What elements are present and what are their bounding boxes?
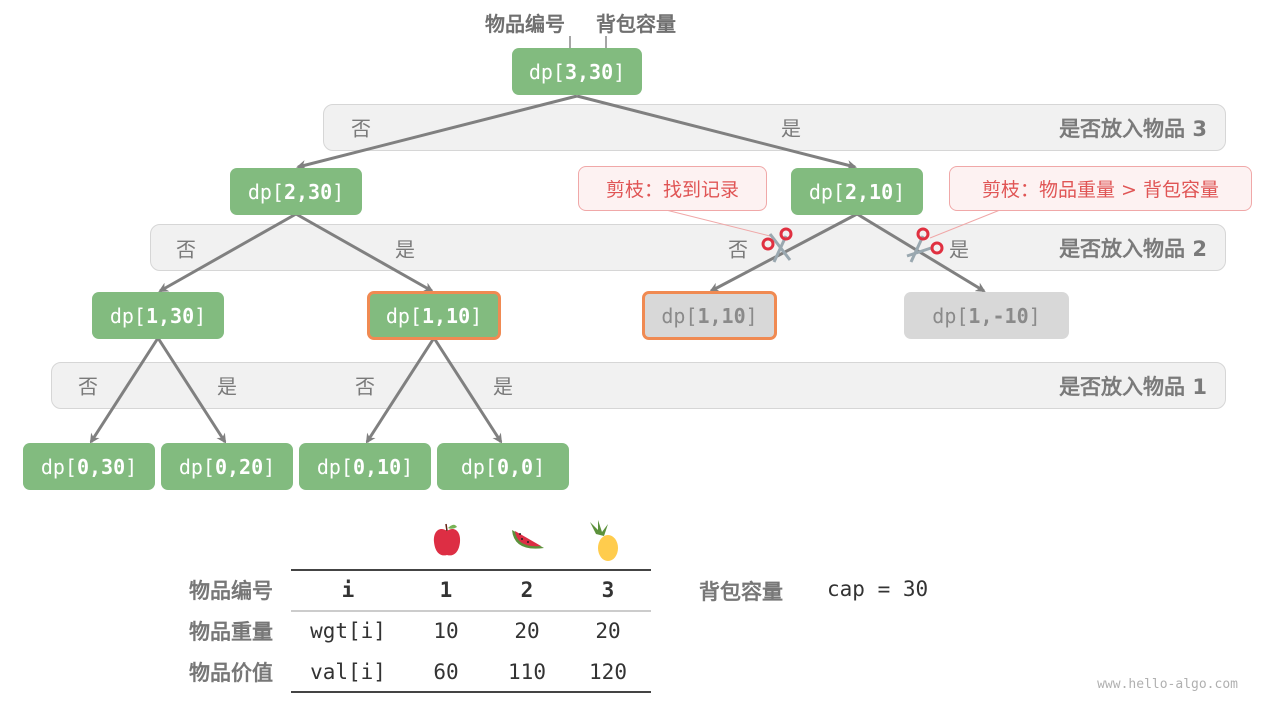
node-dp-1-neg10: dp[1,-10] [904,292,1069,339]
choice-yes: 是 [949,237,969,262]
table-cell: wgt[i] [310,619,386,643]
callout-prune-overweight: 剪枝：物品重量 > 背包容量 [949,166,1252,211]
edge [432,337,503,444]
edge [295,212,434,293]
edge [89,337,160,444]
node-dp-3-30: dp[3,30] [512,48,642,95]
table-rule [291,610,651,612]
watermelon-icon [512,530,544,549]
choice-no: 否 [355,374,375,399]
table-rule [291,569,651,571]
node-dp-1-30: dp[1,30] [92,292,224,339]
edge [365,337,436,444]
choice-yes: 是 [781,116,801,141]
table-rule [291,691,651,693]
table-cell: 3 [601,578,615,602]
table-cell: 110 [508,660,546,684]
node-dp-1-10-memo: dp[1,10] [642,291,777,340]
node-dp-0-20: dp[0,20] [161,443,293,490]
edge [158,212,297,293]
table-cell: val[i] [310,660,386,684]
capacity-value: cap = 30 [827,577,929,601]
row-label-index: 物品编号 [189,579,273,603]
edge [576,94,857,170]
watermark: www.hello-algo.com [1097,677,1238,692]
node-dp-2-10: dp[2,10] [791,168,923,215]
scissors-icon [906,227,944,263]
choice-no: 否 [351,116,371,141]
choice-no: 否 [176,237,196,262]
choice-no: 否 [728,237,748,262]
table-cell: 2 [520,578,534,602]
row-label-value: 物品价值 [189,661,273,685]
table-cell: 1 [439,578,453,602]
choice-no: 否 [78,374,98,399]
choice-yes: 是 [217,374,237,399]
callout-prune-memo: 剪枝：找到记录 [578,166,767,211]
table-cell: 120 [589,660,627,684]
capacity-label: 背包容量 [596,12,676,36]
scissors-icon [761,227,793,263]
edge [296,94,578,170]
node-dp-0-30: dp[0,30] [23,443,155,490]
edge [156,337,227,444]
choice-yes: 是 [493,374,513,399]
node-dp-2-30: dp[2,30] [230,168,362,215]
item-index-label: 物品编号 [485,12,565,36]
capacity-table-label: 背包容量 [699,580,783,604]
row-label-weight: 物品重量 [189,620,273,644]
pineapple-icon [590,520,618,561]
table-cell: 60 [433,660,459,684]
node-dp-0-0: dp[0,0] [437,443,569,490]
node-dp-0-10: dp[0,10] [299,443,431,490]
table-cell: 20 [595,619,621,643]
node-dp-1-10: dp[1,10] [367,291,501,340]
table-cell: i [341,578,355,602]
apple-icon [433,523,461,556]
choice-yes: 是 [395,237,415,262]
table-cell: 10 [433,619,459,643]
table-cell: 20 [514,619,540,643]
